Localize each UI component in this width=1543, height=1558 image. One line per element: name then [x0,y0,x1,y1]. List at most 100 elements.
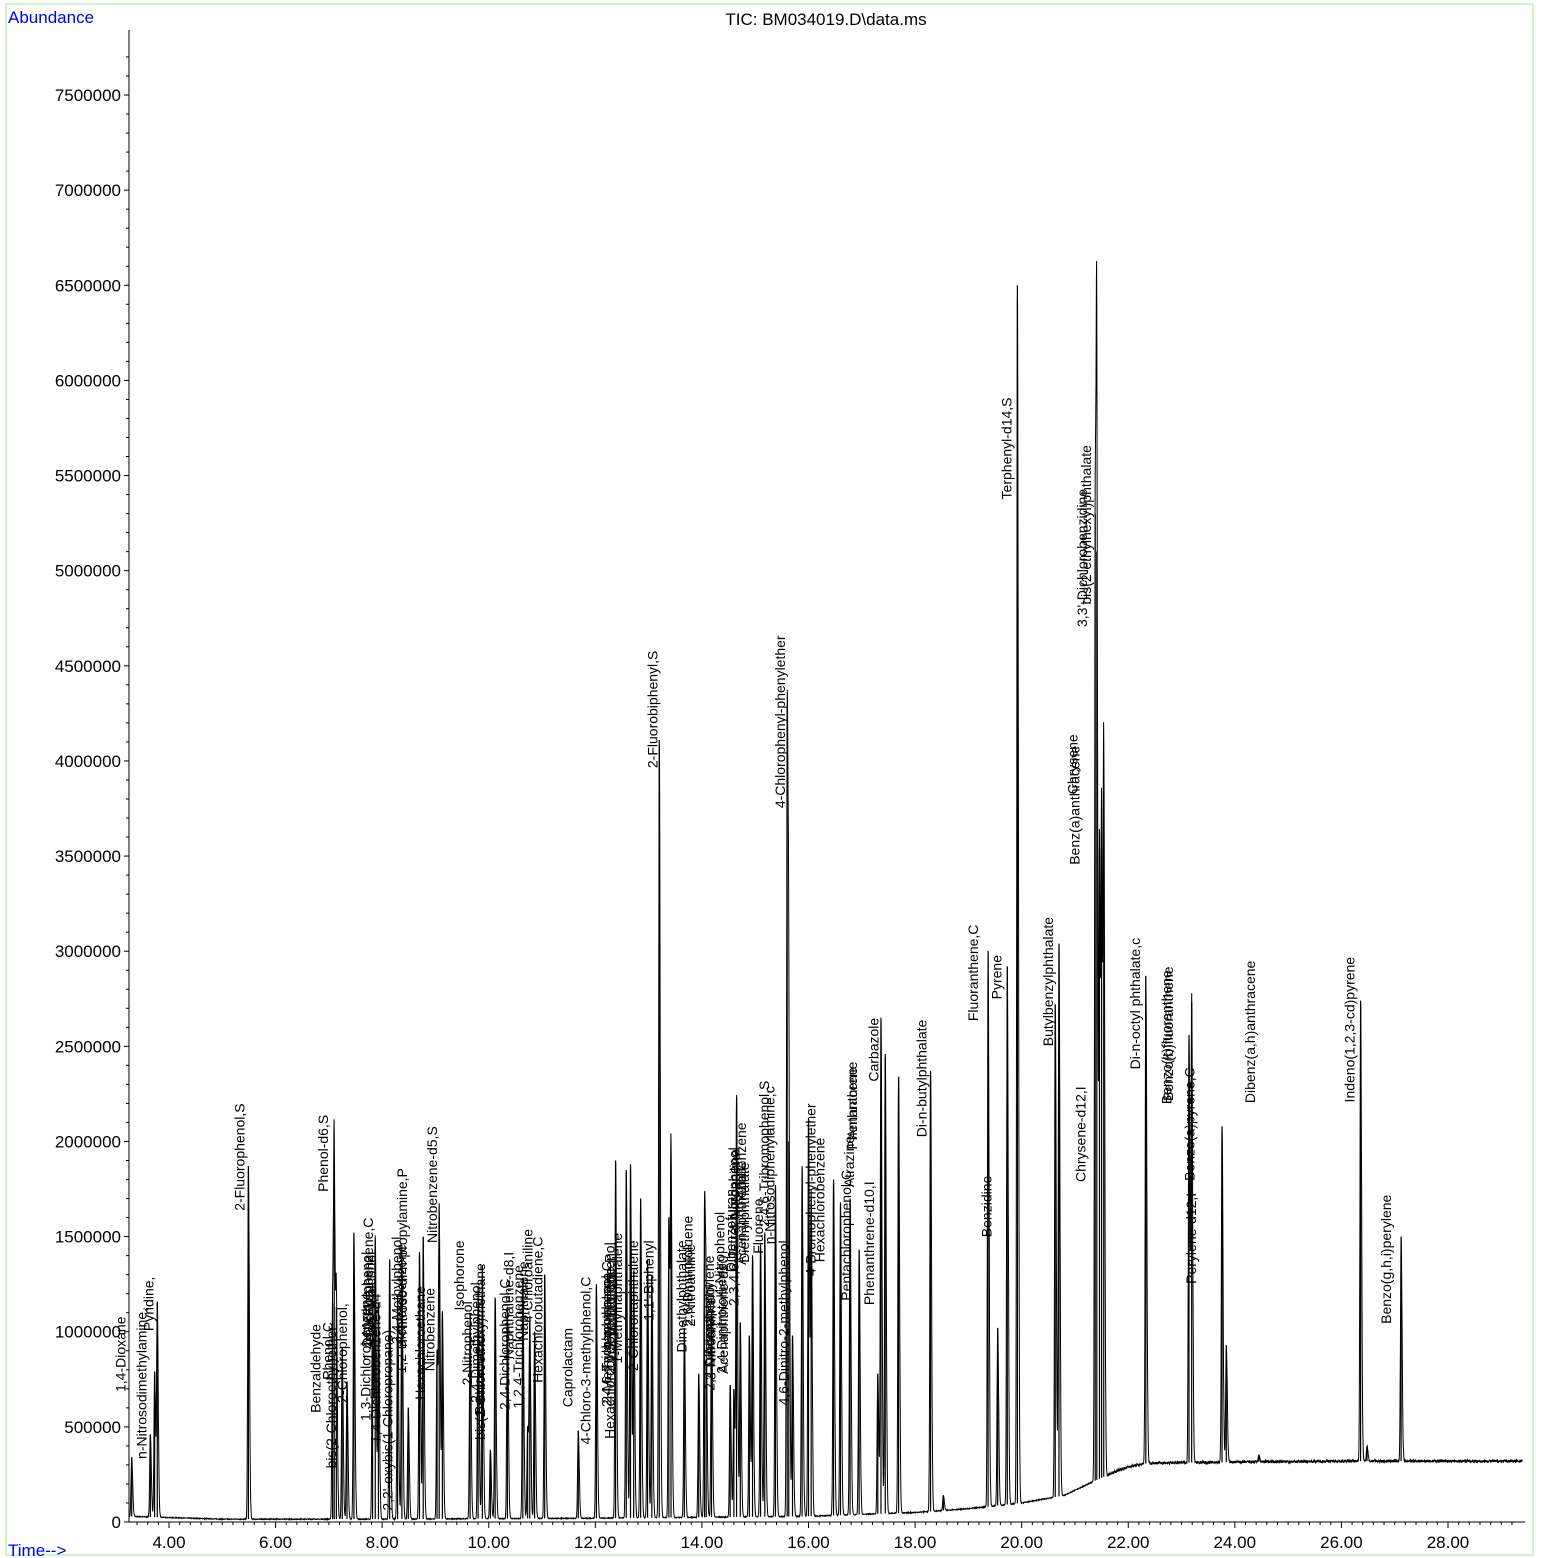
x-axis-title: Time--> [8,1541,66,1558]
tic-trace [128,260,1523,1522]
x-tick-label: 18.00 [894,1533,937,1552]
tic-line [128,260,1523,1522]
x-tick-label: 8.00 [366,1533,399,1552]
peak-label: Isophorone [451,1240,467,1310]
peak-label: 3,3'-Dichlorobenzidine [1074,489,1090,627]
x-tick-label: 20.00 [1000,1533,1043,1552]
peak-label: 1,2-Dichlorobenzene [393,1244,409,1373]
peak-label: n-Nitrosodimethylamine, [134,1308,150,1459]
x-tick-label: 14.00 [681,1533,724,1552]
peak-label: Dibenz(a,h)anthracene [1242,960,1258,1103]
peak-label: 2,4-Dimethylphenol [467,1282,483,1403]
peak-label: 2,4-Dinitrophenol [702,1284,718,1391]
peak-label: 4-Bromophenyl-phenylether [803,1103,819,1276]
peak-label: Naphthalene-d8,I [501,1252,517,1359]
peak-label: Perylene-d12,I [1183,1193,1199,1284]
peak-label: bis(2-ethylhexyl)phthalate [1078,445,1094,605]
y-tick-label: 5500000 [55,467,121,486]
peak-label: Acenaphthene,C [733,1161,749,1265]
peak-label: 1-Methylnaphthalene [609,1233,625,1364]
peak-label: 2-Fluorophenol,S [231,1103,247,1210]
peak-label: Fluoranthene,C [965,925,981,1022]
peak-label: 2-Nitrophenol [459,1301,475,1385]
x-tick-label: 28.00 [1427,1533,1470,1552]
peak-label: Diethylphthalate [736,1162,752,1263]
y-tick-label: 6500000 [55,276,121,295]
y-tick-label: 7500000 [55,86,121,105]
peak-label: 2-Chloronaphthalene [625,1240,641,1371]
peak-label: Phenanthrene [844,1061,860,1149]
peak-labels: 1,4-Dioxane n-Nitrosodimethylamine,Pyridi… [113,398,1394,1511]
x-tick-label: 16.00 [787,1533,830,1552]
peak-label: 2,2'-oxybis(1-Chloropropane) [379,1330,395,1511]
peak-label: Benzaldehyde [308,1324,324,1413]
peak-label: Dibenzofuran [722,1189,738,1272]
peak-label: 2,6-Dinitrotoluene [680,1215,696,1326]
peak-label: 2-Methylphenol [359,1252,375,1348]
axes: 0 500000 1000000 1500000 2000000 2500000 30000… [55,30,1525,1552]
peak-label: Di-n-butylphthalate [914,1019,930,1137]
peak-label: 1,1'-Biphenyl [641,1240,657,1321]
peak-label: Acenaphthylene [701,1255,717,1356]
peak-label: 2-Nitroaniline [682,1244,698,1327]
peak-label: 1,2,4-Trichlorobenzene [510,1265,526,1409]
peak-label: Dimethylphthalate [674,1240,690,1352]
peak-label: 2,4-Dinitrotoluene [714,1263,730,1374]
y-tick-label: 3500000 [55,847,121,866]
peak-label: 3,4-Methylphenol [389,1237,405,1344]
peak-label: Di-n-octyl phthalate,c [1127,938,1143,1070]
peak-label: Benzo(a)pyrene,C [1181,1067,1197,1181]
peak-label: 4-Chloroaniline [520,1229,536,1323]
peak-label: Pyrene [988,955,1004,1000]
peak-label: Phenanthrene-d10,I [861,1181,877,1305]
peak-label: 2,4,5-Trichlorophenol [602,1242,618,1374]
peak-label: 4-Nitrophenol [711,1212,727,1296]
peak-label: Benzoic acid [471,1336,487,1415]
y-tick-label: 7000000 [55,181,121,200]
peak-label: Hexachloroethane [412,1286,428,1400]
peak-label: Benz(a)anthracene [1067,745,1083,864]
peak-label: 1,4-Dichlorobenzene-d4 [367,1293,383,1443]
peak-label: 2-Methylnaphthalene [599,1273,615,1404]
x-tick-label: 6.00 [259,1533,292,1552]
y-tick-label: 1500000 [55,1228,121,1247]
peak-label: n-Nitroso-di-n-propylamine,P [394,1168,410,1347]
x-tick-label: 26.00 [1320,1533,1363,1552]
peak-label: Anthracene [844,1067,860,1139]
peak-label: Hexachlorobutadiene,C [530,1237,546,1383]
peak-label: Benzo(g,h,i)perylene [1378,1194,1394,1323]
peak-label: 4-Chlorophenyl-phenylether [772,635,788,808]
chart-title: TIC: BM034019.D\data.ms [725,10,926,29]
y-tick-label: 6000000 [55,371,121,390]
peak-label: n-Nitrosodiphenylamine,c [762,1086,778,1244]
peak-label: Chrysene-d12,I [1073,1086,1089,1182]
peak-label: 2,4,6-Tribromophenol,S [756,1081,772,1228]
peak-label: Phenol,C [319,1322,335,1380]
peak-label: 2-Chlorophenol, [334,1303,350,1403]
peak-label: 3-Nitroaniline [703,1297,719,1380]
peak-label: Acenaphthene-d10 [715,1255,731,1374]
peak-label: 2,4,6-Trichlorophenol,C [599,1261,615,1407]
peak-label: Benzidine [979,1175,995,1237]
y-tick-label: 4500000 [55,657,121,676]
y-tick-label: 2000000 [55,1132,121,1151]
peak-label: Hexachlorobenzene [812,1137,828,1262]
peak-label: Carbazole [866,1018,882,1082]
y-tick-label: 500000 [64,1418,121,1437]
y-tick-label: 1000000 [55,1323,121,1342]
peak-label: Pyridine, [140,1277,156,1331]
peak-label: Butylbenzylphthalate [1040,917,1056,1046]
y-axis-title: Abundance [8,8,94,27]
peak-label: bis(2-Chloroethyl)ether [323,1326,339,1469]
peak-label: Azobenzene [733,1122,749,1200]
peak-label: Benzyl alcohol [363,1252,379,1342]
peak-label: Atrazine [841,1136,857,1188]
peak-label: Hexachlorocyclopentadiene,P [602,1254,618,1439]
peak-label: Naphthalene [515,1261,531,1341]
peak-label: 2,3,4,6-Tetrachlorophenol [726,1147,742,1306]
peak-label: 4-Nitroaniline [727,1149,743,1232]
plot-frame [5,3,1534,1556]
peak-label: Terphenyl-d14,S [998,398,1014,500]
peak-label: Caprolactam [559,1328,575,1407]
